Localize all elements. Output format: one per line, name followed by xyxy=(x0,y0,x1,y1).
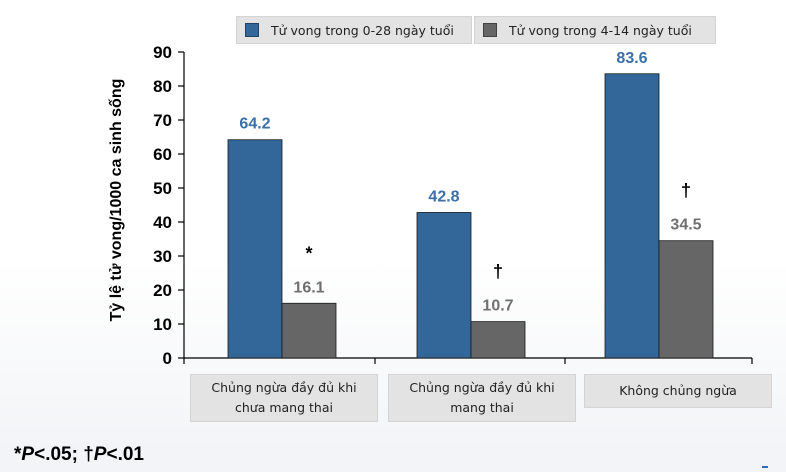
bar-series-1-cat-1 xyxy=(470,321,526,359)
data-label-series-0-cat-2: 83.6 xyxy=(616,50,647,67)
footnote-mark-1: * xyxy=(14,444,22,465)
data-label-series-1-cat-1: 10.7 xyxy=(482,298,513,315)
legend-item-series-1: Tử vong trong 4-14 ngày tuổi xyxy=(474,16,716,44)
footnote-value-1: <.05; xyxy=(34,444,84,465)
significance-mark-2: † xyxy=(681,181,691,201)
category-label-0: Chủng ngừa đầy đủ khi chưa mang thai xyxy=(190,374,378,422)
footnote-mark-2: † xyxy=(83,444,94,465)
y-tick-label-7: 70 xyxy=(153,111,172,130)
category-label-2: Không chủng ngừa xyxy=(584,374,772,408)
footnote-p-2: P xyxy=(93,444,107,465)
y-tick-label-5: 50 xyxy=(153,179,172,198)
bar-series-0-cat-2 xyxy=(604,73,660,359)
y-tick-label-9: 90 xyxy=(153,43,172,62)
corner-accent xyxy=(762,466,768,468)
y-tick-label-6: 60 xyxy=(153,145,172,164)
legend-swatch-series-0 xyxy=(245,23,259,37)
category-text-1: Chủng ngừa đầy đủ khi mang thai xyxy=(409,380,555,415)
legend-label-series-1: Tử vong trong 4-14 ngày tuổi xyxy=(509,22,692,38)
footnote-p-1: P xyxy=(21,444,35,465)
legend-label-series-0: Tử vong trong 0-28 ngày tuổi xyxy=(271,22,454,38)
significance-footnote: *P<.05; †P<.01 xyxy=(14,444,144,466)
bar-series-1-cat-0 xyxy=(281,302,337,359)
category-label-1: Chủng ngừa đầy đủ khi mang thai xyxy=(388,374,576,422)
significance-mark-1: † xyxy=(493,262,503,282)
significance-mark-0: * xyxy=(305,243,312,263)
category-text-2: Không chủng ngừa xyxy=(619,383,737,398)
y-tick-label-0: 0 xyxy=(163,349,172,368)
y-tick-label-4: 40 xyxy=(153,213,172,232)
data-label-series-0-cat-0: 64.2 xyxy=(239,116,270,133)
bar-series-1-cat-2 xyxy=(658,240,714,359)
footnote-value-2: <.01 xyxy=(106,444,144,465)
legend-swatch-series-1 xyxy=(483,23,497,37)
y-tick-label-2: 20 xyxy=(153,281,172,300)
data-label-series-0-cat-1: 42.8 xyxy=(428,188,459,205)
data-label-series-1-cat-2: 34.5 xyxy=(670,217,701,234)
y-tick-label-3: 30 xyxy=(153,247,172,266)
bar-series-0-cat-1 xyxy=(416,212,472,359)
legend-item-series-0: Tử vong trong 0-28 ngày tuổi xyxy=(236,16,472,44)
bar-series-0-cat-0 xyxy=(227,139,283,359)
data-label-series-1-cat-0: 16.1 xyxy=(293,279,324,296)
y-tick-label-1: 10 xyxy=(153,315,172,334)
y-tick-label-8: 80 xyxy=(153,77,172,96)
y-axis-label: Tỷ lệ tử vong/1000 ca sinh sống xyxy=(108,78,125,322)
category-text-0: Chủng ngừa đầy đủ khi chưa mang thai xyxy=(211,380,357,415)
